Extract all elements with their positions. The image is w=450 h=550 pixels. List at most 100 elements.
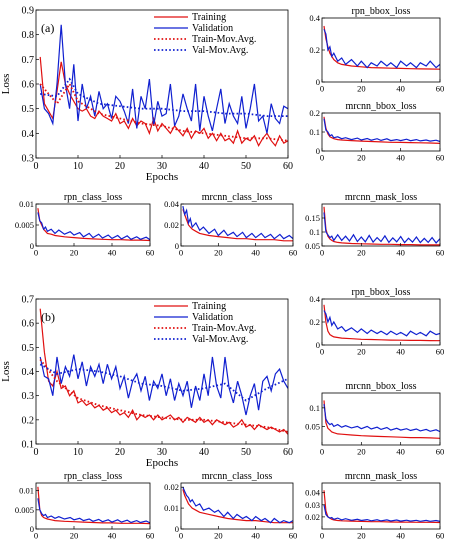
- y-tick-label: 0.02: [164, 220, 179, 230]
- y-tick-label: 0.7: [22, 295, 35, 306]
- x-tick-label: 30: [157, 161, 167, 172]
- series-line-training: [323, 206, 440, 246]
- series-line-training: [323, 116, 440, 144]
- plot-frame: [321, 203, 441, 247]
- series-line-validation: [323, 504, 440, 522]
- y-tick-label: 0: [175, 524, 179, 534]
- y-tick-label: 0: [316, 146, 320, 156]
- plot-frame: [180, 482, 294, 530]
- panel-title: mrcnn_class_loss: [202, 192, 273, 203]
- x-axis-label: Epochs: [146, 457, 178, 469]
- panel-title: mrcnn_bbox_loss: [345, 381, 416, 392]
- plot-frame: [35, 482, 151, 530]
- series-line-validation: [39, 24, 288, 134]
- legend-label: Training: [192, 301, 226, 312]
- y-tick-label: 0.6: [22, 319, 35, 330]
- x-tick-label: 60: [146, 531, 155, 541]
- x-tick-label: 40: [108, 248, 117, 258]
- y-tick-label: 0: [316, 340, 320, 350]
- series-line-training: [182, 489, 293, 524]
- x-tick-label: 0: [34, 161, 39, 172]
- chart-b-mrcnn-class: 0 20 40 60 0 0.01 0.02 mrcnn_class_loss: [164, 471, 297, 541]
- x-tick-label: 0: [320, 248, 324, 258]
- y-tick-label: 0.02: [164, 482, 179, 492]
- legend-label: Training: [192, 12, 226, 23]
- x-tick-label: 40: [396, 153, 405, 163]
- y-tick-label: 0.1: [309, 403, 320, 413]
- x-tick-label: 20: [115, 161, 125, 172]
- x-tick-label: 20: [357, 153, 366, 163]
- x-tick-label: 10: [73, 447, 83, 458]
- y-tick-label: 0: [175, 241, 179, 251]
- plot-frame: [35, 9, 289, 159]
- panel-label: (a): [41, 21, 54, 35]
- panel-title: mrcnn_mask_loss: [345, 192, 417, 203]
- y-tick-label: 0.4: [22, 129, 35, 140]
- x-tick-label: 40: [251, 248, 260, 258]
- y-tick-label: 0.01: [19, 199, 34, 209]
- x-tick-label: 0: [320, 531, 324, 541]
- legend-label: Validation: [192, 23, 233, 34]
- x-tick-label: 40: [251, 531, 260, 541]
- chart-a-rpn-class: 0 20 40 60 0 0.005 0.01 rpn_class_loss: [15, 192, 154, 258]
- y-tick-label: 0.8: [22, 30, 35, 41]
- x-tick-label: 60: [289, 531, 298, 541]
- series-line-validation: [323, 212, 440, 244]
- plot-frame: [35, 298, 289, 445]
- x-tick-label: 40: [199, 447, 209, 458]
- x-tick-label: 60: [283, 161, 293, 172]
- chart-b-rpn-bbox: 0 20 40 60 0 0.2 0.4 rpn_bbox_loss: [309, 287, 444, 357]
- x-tick-label: 50: [241, 447, 251, 458]
- y-tick-label: 0.01: [19, 486, 34, 496]
- y-tick-label: 0.04: [164, 199, 180, 209]
- y-tick-label: 0: [30, 241, 34, 251]
- x-axis-label: Epochs: [146, 171, 178, 183]
- x-tick-label: 40: [199, 161, 209, 172]
- series-line-training: [37, 486, 150, 525]
- y-tick-label: 0.4: [22, 367, 35, 378]
- series-line-training: [323, 400, 440, 439]
- x-tick-label: 0: [179, 531, 183, 541]
- panel-title: mrcnn_class_loss: [202, 471, 273, 482]
- series-line-training: [323, 25, 440, 70]
- y-tick-label: 0.1: [309, 127, 320, 137]
- y-tick-label: 0.1: [22, 440, 35, 451]
- panel-title: rpn_class_loss: [64, 192, 122, 203]
- chart-a-mrcnn-bbox: 0 20 40 60 0 0.1 0.2 mrcnn_bbox_loss: [309, 101, 444, 163]
- series-line-training: [39, 308, 288, 435]
- y-tick-label: 0.2: [22, 415, 35, 426]
- y-tick-label: 0.4: [309, 13, 320, 23]
- panel-title: rpn_bbox_loss: [352, 6, 411, 17]
- y-tick-label: 0.005: [15, 220, 34, 230]
- y-tick-label: 0.02: [305, 512, 320, 522]
- series-line-validation: [323, 404, 440, 433]
- chart-a-main: 0 10 20 30 40 50 60 0.3 0.4 0.5 0.6 0.7 0.8 0.9 Epochs…: [0, 6, 293, 184]
- legend-label: Val-Mov.Avg.: [192, 45, 248, 56]
- x-tick-label: 60: [436, 447, 445, 457]
- x-tick-label: 20: [214, 248, 223, 258]
- plot-frame: [321, 17, 441, 83]
- x-tick-label: 60: [436, 84, 445, 94]
- x-tick-label: 60: [436, 531, 445, 541]
- series-line-training: [323, 304, 440, 342]
- y-tick-label: 0.7: [22, 55, 35, 66]
- x-tick-label: 40: [396, 531, 405, 541]
- series-line-train-mov-avg-: [39, 358, 288, 433]
- y-axis-label: Loss: [0, 361, 12, 382]
- series-line-validation: [182, 486, 293, 524]
- y-tick-label: 0.03: [305, 500, 320, 510]
- x-tick-label: 0: [320, 153, 324, 163]
- x-tick-label: 30: [157, 447, 167, 458]
- panel-title: mrcnn_bbox_loss: [345, 101, 416, 112]
- legend-label: Train-Mov.Avg.: [192, 34, 256, 45]
- x-tick-label: 40: [396, 84, 405, 94]
- series-line-validation: [323, 310, 440, 337]
- series-line-validation: [182, 205, 293, 240]
- y-tick-label: 0.3: [22, 391, 35, 402]
- x-tick-label: 40: [396, 347, 405, 357]
- x-tick-label: 20: [70, 531, 79, 541]
- x-tick-label: 20: [214, 531, 223, 541]
- x-tick-label: 40: [108, 531, 117, 541]
- legend-label: Train-Mov.Avg.: [192, 323, 256, 334]
- y-tick-label: 0.2: [309, 317, 320, 327]
